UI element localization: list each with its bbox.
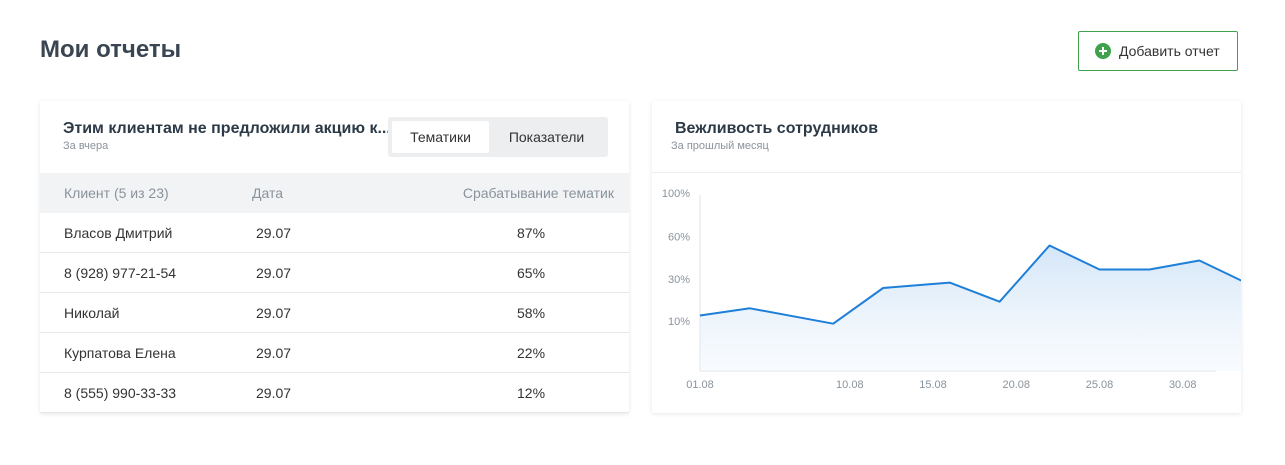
data-point[interactable]: [1197, 259, 1201, 263]
data-point[interactable]: [831, 322, 835, 326]
view-toggle: Тематики Показатели: [388, 117, 608, 157]
table-row[interactable]: Курпатова Елена 29.07 22%: [40, 333, 629, 373]
cell-rate: 12%: [517, 385, 546, 401]
table-row[interactable]: 8 (928) 977-21-54 29.07 65%: [40, 253, 629, 293]
cell-client: Курпатова Елена: [64, 345, 176, 361]
data-point[interactable]: [1097, 268, 1101, 272]
table-row[interactable]: Николай 29.07 58%: [40, 293, 629, 333]
x-tick-label: 10.08: [836, 379, 864, 391]
x-tick-label: 20.08: [1002, 379, 1030, 391]
data-point[interactable]: [881, 286, 885, 290]
politeness-report-title: Вежливость сотрудников: [675, 120, 879, 137]
cell-client: Власов Дмитрий: [64, 225, 173, 241]
data-point[interactable]: [698, 314, 702, 318]
y-tick-label: 10%: [668, 316, 690, 328]
cell-rate: 65%: [517, 265, 546, 281]
plus-circle-icon: [1095, 43, 1111, 59]
cell-date: 29.07: [256, 305, 292, 321]
column-client[interactable]: Клиент (5 из 23): [64, 185, 169, 201]
tab-topics[interactable]: Тематики: [392, 121, 489, 153]
cell-date: 29.07: [256, 225, 292, 241]
series-line[interactable]: [699, 244, 1241, 325]
page-title: Мои отчеты: [40, 36, 182, 63]
card-divider: [652, 172, 1241, 173]
y-tick-label: 60%: [668, 232, 690, 244]
x-tick-label: 30.08: [1169, 379, 1197, 391]
data-point[interactable]: [948, 281, 952, 285]
y-tick-label: 30%: [668, 274, 690, 286]
column-date[interactable]: Дата: [252, 185, 284, 201]
politeness-area-chart: 100% 60% 30% 10% 01.08 10.08 15.08 20.08 25.08 30…: [662, 188, 1241, 391]
data-point[interactable]: [748, 306, 752, 310]
data-point[interactable]: [1048, 243, 1052, 247]
column-topic-rate[interactable]: Срабатывание тематик: [462, 185, 614, 201]
politeness-report-card: Вежливость сотрудников За прошлый месяц …: [652, 101, 1241, 413]
clients-report-subtitle: За вчера: [63, 140, 109, 152]
add-report-label: Добавить отчет: [1119, 43, 1220, 59]
add-report-button[interactable]: Добавить отчет: [1078, 31, 1238, 71]
cell-client: Николай: [64, 305, 120, 321]
data-point[interactable]: [1147, 268, 1151, 272]
x-tick-label: 15.08: [919, 379, 947, 391]
cell-client: 8 (928) 977-21-54: [64, 265, 177, 281]
table-row[interactable]: 8 (555) 990-33-33 29.07 12%: [40, 373, 629, 413]
cell-rate: 87%: [517, 225, 546, 241]
data-point[interactable]: [998, 300, 1002, 304]
x-tick-label: 25.08: [1086, 379, 1114, 391]
cell-client: 8 (555) 990-33-33: [64, 385, 177, 401]
table-row[interactable]: Власов Дмитрий 29.07 87%: [40, 213, 629, 253]
cell-rate: 22%: [517, 345, 546, 361]
cell-date: 29.07: [256, 265, 292, 281]
clients-report-card: Этим клиентам не предложили акцию к... З…: [40, 101, 629, 413]
y-tick-label: 100%: [662, 188, 690, 200]
tab-metrics[interactable]: Показатели: [508, 129, 585, 145]
politeness-report-subtitle: За прошлый месяц: [671, 140, 769, 152]
clients-report-title: Этим клиентам не предложили акцию к...: [63, 120, 391, 137]
cell-rate: 58%: [517, 305, 546, 321]
cell-date: 29.07: [256, 385, 292, 401]
series-area: [700, 245, 1241, 371]
x-tick-label: 01.08: [686, 379, 714, 391]
table-header: Клиент (5 из 23) Дата Срабатывание темат…: [40, 173, 629, 213]
cell-date: 29.07: [256, 345, 292, 361]
